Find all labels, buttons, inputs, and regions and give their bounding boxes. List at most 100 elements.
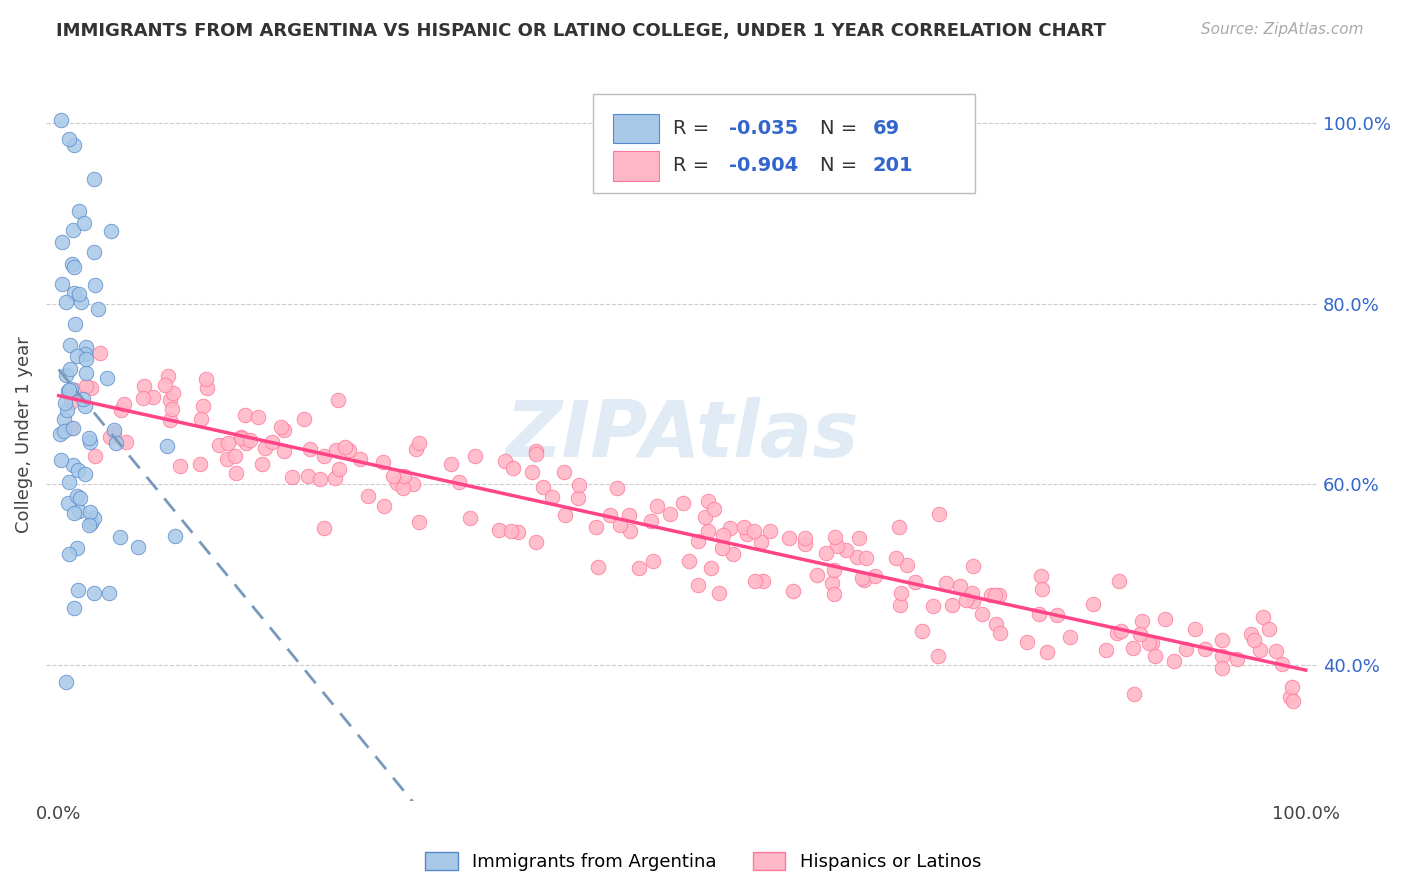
Point: [49, 113, 72, 128]
Text: -0.904: -0.904: [730, 156, 799, 176]
Point: [1129, 626, 1152, 640]
Point: [568, 478, 591, 492]
Point: [314, 521, 336, 535]
Point: [499, 524, 522, 538]
Point: [382, 468, 405, 483]
Point: [58, 132, 80, 146]
Point: [922, 599, 945, 613]
Point: [960, 586, 983, 600]
Point: [55, 294, 77, 309]
Point: [51, 235, 73, 249]
Point: [935, 576, 957, 591]
Point: [63, 285, 86, 300]
Point: [75, 379, 97, 393]
Point: [845, 549, 868, 564]
Point: [541, 490, 564, 504]
Point: [100, 224, 122, 238]
Text: -0.035: -0.035: [730, 119, 799, 138]
Point: [270, 419, 292, 434]
Point: [83, 172, 105, 186]
Point: [889, 520, 911, 534]
Point: [62, 223, 84, 237]
Point: [823, 563, 845, 577]
Point: [1226, 651, 1249, 665]
Point: [853, 574, 876, 588]
Point: [1163, 653, 1185, 667]
FancyBboxPatch shape: [613, 114, 659, 144]
Point: [75, 340, 97, 354]
Point: [502, 461, 524, 475]
Point: [928, 508, 950, 522]
Point: [89, 345, 111, 359]
Point: [58, 475, 80, 489]
Point: [229, 431, 252, 445]
Point: [104, 436, 127, 450]
Point: [292, 412, 315, 426]
Point: [235, 435, 257, 450]
Point: [254, 442, 277, 456]
Point: [58, 496, 80, 510]
Point: [464, 449, 486, 463]
Point: [1130, 614, 1153, 628]
Point: [1046, 607, 1069, 622]
Point: [494, 454, 516, 468]
Point: [160, 401, 183, 416]
Point: [524, 443, 547, 458]
Point: [970, 607, 993, 622]
Point: [1249, 642, 1271, 657]
FancyBboxPatch shape: [593, 95, 974, 193]
Point: [865, 569, 887, 583]
Point: [142, 391, 165, 405]
Point: [79, 505, 101, 519]
Point: [87, 301, 110, 316]
Point: [156, 439, 179, 453]
Point: [806, 567, 828, 582]
Point: [1265, 644, 1288, 658]
Point: [1122, 640, 1144, 655]
Point: [59, 421, 82, 435]
Point: [640, 514, 662, 528]
Point: [75, 467, 97, 482]
Text: R =: R =: [673, 119, 716, 138]
Point: [273, 423, 295, 437]
Point: [110, 402, 132, 417]
Point: [159, 413, 181, 427]
Point: [718, 521, 741, 535]
Point: [231, 430, 253, 444]
Point: [567, 491, 589, 505]
Point: [1211, 633, 1233, 648]
Point: [62, 421, 84, 435]
Point: [599, 508, 621, 522]
Point: [520, 465, 543, 479]
Point: [678, 554, 700, 568]
Point: [115, 435, 138, 450]
Point: [641, 554, 664, 568]
Point: [627, 560, 650, 574]
Text: Source: ZipAtlas.com: Source: ZipAtlas.com: [1201, 22, 1364, 37]
Point: [55, 403, 77, 417]
Point: [814, 546, 837, 560]
Point: [58, 383, 80, 397]
Point: [69, 504, 91, 518]
Point: [707, 586, 730, 600]
Point: [1154, 612, 1177, 626]
Point: [195, 372, 218, 386]
Point: [744, 574, 766, 589]
Point: [281, 470, 304, 484]
Point: [188, 457, 211, 471]
Point: [155, 377, 177, 392]
Point: [1271, 657, 1294, 672]
Point: [1031, 582, 1053, 596]
Point: [699, 561, 721, 575]
Point: [233, 408, 256, 422]
Point: [1028, 607, 1050, 622]
Point: [408, 435, 430, 450]
Point: [73, 347, 96, 361]
Point: [385, 476, 408, 491]
Point: [585, 520, 607, 534]
Point: [1108, 574, 1130, 589]
Point: [60, 395, 83, 409]
Point: [79, 431, 101, 445]
Point: [1281, 694, 1303, 708]
Point: [759, 524, 782, 539]
